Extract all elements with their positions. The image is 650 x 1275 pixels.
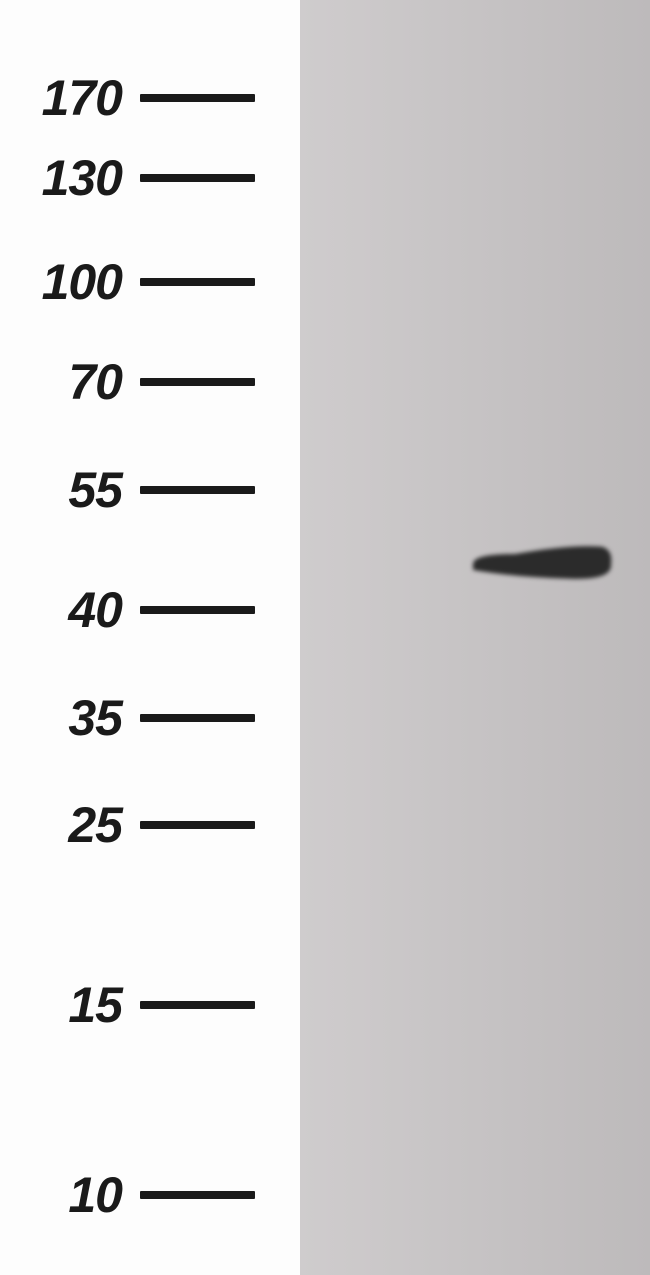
marker-tick [140, 174, 255, 182]
blot-lane [300, 0, 465, 1275]
marker-row: 100 [0, 257, 300, 307]
marker-label: 100 [0, 253, 140, 311]
marker-tick [140, 606, 255, 614]
marker-tick [140, 714, 255, 722]
marker-row: 70 [0, 357, 300, 407]
marker-row: 55 [0, 465, 300, 515]
marker-tick [140, 378, 255, 386]
marker-row: 10 [0, 1170, 300, 1220]
marker-row: 130 [0, 153, 300, 203]
marker-label: 130 [0, 149, 140, 207]
marker-tick [140, 94, 255, 102]
molecular-weight-ladder: 170 130 100 70 55 40 35 25 15 10 [0, 0, 300, 1275]
marker-tick [140, 821, 255, 829]
marker-tick [140, 1001, 255, 1009]
marker-label: 25 [0, 796, 140, 854]
protein-band [468, 537, 618, 587]
western-blot-figure: 170 130 100 70 55 40 35 25 15 10 [0, 0, 650, 1275]
marker-label: 40 [0, 581, 140, 639]
marker-tick [140, 278, 255, 286]
marker-label: 55 [0, 461, 140, 519]
marker-label: 10 [0, 1166, 140, 1224]
marker-row: 170 [0, 73, 300, 123]
marker-row: 40 [0, 585, 300, 635]
marker-tick [140, 1191, 255, 1199]
marker-label: 35 [0, 689, 140, 747]
blot-membrane [300, 0, 650, 1275]
marker-tick [140, 486, 255, 494]
marker-label: 15 [0, 976, 140, 1034]
marker-row: 35 [0, 693, 300, 743]
marker-label: 170 [0, 69, 140, 127]
marker-row: 15 [0, 980, 300, 1030]
blot-lane [465, 0, 650, 1275]
marker-row: 25 [0, 800, 300, 850]
marker-label: 70 [0, 353, 140, 411]
